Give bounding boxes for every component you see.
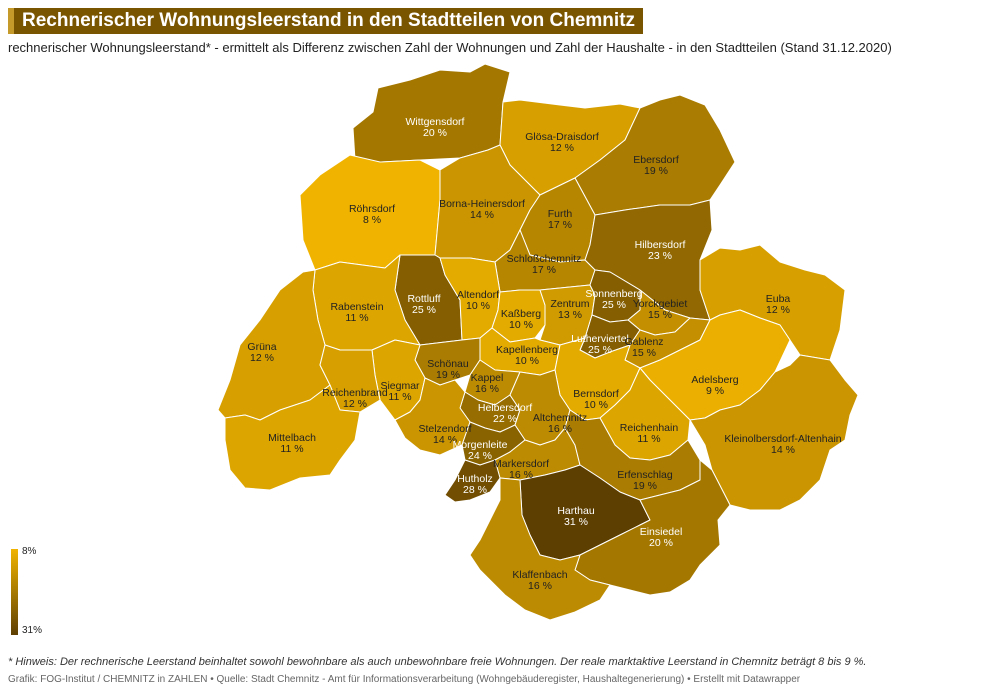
district-label-bernsdorf: Bernsdorf: [573, 388, 619, 400]
district-value-borna-heinersdorf: 14 %: [470, 209, 494, 221]
district-label-hilbersdorf: Hilbersdorf: [635, 239, 686, 251]
district-value-schoenau: 19 %: [436, 369, 460, 381]
district-kassberg[interactable]: [491, 289, 546, 343]
district-label-siegmar: Siegmar: [380, 380, 420, 392]
district-label-helbersdorf: Helbersdorf: [478, 402, 532, 414]
district-label-hutholz: Hutholz: [457, 473, 493, 485]
source-credit: Grafik: FOG-Institut / CHEMNITZ in ZAHLE…: [8, 674, 801, 685]
district-label-sonnenberg: Sonnenberg: [585, 288, 642, 300]
district-value-wittgensdorf: 20 %: [423, 127, 447, 139]
district-value-adelsberg: 9 %: [706, 385, 724, 397]
district-label-einsiedel: Einsiedel: [640, 526, 683, 538]
district-label-morgenleite: Morgenleite: [453, 439, 508, 451]
title-bar: Rechnerischer Wohnungsleerstand in den S…: [8, 8, 644, 34]
district-value-kapellenberg: 10 %: [515, 355, 539, 367]
district-label-furth: Furth: [548, 208, 573, 220]
district-label-lutherviertel: Lutherviertel: [571, 333, 629, 345]
district-value-stelzendorf: 14 %: [433, 434, 457, 446]
district-label-roehrsdorf: Röhrsdorf: [349, 203, 395, 215]
district-value-altchemnitz: 16 %: [548, 423, 572, 435]
district-value-morgenleite: 24 %: [468, 450, 492, 462]
district-label-schlosschemnitz: Schloßchemnitz: [507, 253, 582, 265]
district-label-kapellenberg: Kapellenberg: [496, 344, 558, 356]
district-value-einsiedel: 20 %: [649, 537, 673, 549]
district-label-altendorf: Altendorf: [457, 289, 499, 301]
district-value-sonnenberg: 25 %: [602, 299, 626, 311]
district-klaffenbach[interactable]: [469, 477, 611, 621]
district-label-markersdorf: Markersdorf: [493, 458, 549, 470]
district-wittgensdorf[interactable]: [352, 63, 511, 163]
legend-color-scale: [11, 549, 18, 635]
footnote: * Hinweis: Der rechnerische Leerstand be…: [8, 656, 867, 668]
legend-min-label: 8%: [22, 546, 37, 557]
district-label-adelsberg: Adelsberg: [691, 374, 738, 386]
district-label-erfenschlag: Erfenschlag: [617, 469, 673, 481]
district-label-kappel: Kappel: [471, 372, 504, 384]
district-value-kappel: 16 %: [475, 383, 499, 395]
district-hutholz[interactable]: [444, 459, 501, 503]
legend-max-label: 31%: [22, 625, 43, 636]
district-value-ebersdorf: 19 %: [644, 165, 668, 177]
district-value-markersdorf: 16 %: [509, 469, 533, 481]
district-value-rottluff: 25 %: [412, 304, 436, 316]
district-label-wittgensdorf: Wittgensdorf: [406, 116, 465, 128]
district-label-kleinolbersdorf-altenhain: Kleinolbersdorf-Altenhain: [724, 433, 841, 445]
district-label-rottluff: Rottluff: [407, 293, 440, 305]
district-label-borna-heinersdorf: Borna-Heinersdorf: [439, 198, 525, 210]
district-label-harthau: Harthau: [557, 505, 595, 517]
district-value-gloesa-draisdorf: 12 %: [550, 142, 574, 154]
district-value-gablenz: 15 %: [632, 347, 656, 359]
district-label-yorckgebiet: Yorckgebiet: [633, 298, 688, 310]
district-value-klaffenbach: 16 %: [528, 580, 552, 592]
district-value-euba: 12 %: [766, 304, 790, 316]
district-label-reichenhain: Reichenhain: [620, 422, 679, 434]
district-label-rabenstein: Rabenstein: [330, 301, 383, 313]
district-value-hutholz: 28 %: [463, 484, 487, 496]
page-title: Rechnerischer Wohnungsleerstand in den S…: [22, 10, 636, 31]
district-label-gruena: Grüna: [247, 341, 276, 353]
district-value-mittelbach: 11 %: [280, 443, 303, 455]
district-label-euba: Euba: [766, 293, 791, 305]
district-value-altendorf: 10 %: [466, 300, 490, 312]
district-value-gruena: 12 %: [250, 352, 274, 364]
district-label-schoenau: Schönau: [427, 358, 469, 370]
district-value-harthau: 31 %: [564, 516, 588, 528]
district-value-reichenhain: 11 %: [637, 433, 660, 445]
district-label-mittelbach: Mittelbach: [268, 432, 316, 444]
district-value-schlosschemnitz: 17 %: [532, 264, 556, 276]
district-mittelbach[interactable]: [224, 384, 361, 491]
district-label-reichenbrand: Reichenbrand: [322, 387, 388, 399]
district-value-siegmar: 11 %: [388, 391, 411, 403]
district-value-kleinolbersdorf-altenhain: 14 %: [771, 444, 795, 456]
district-label-gloesa-draisdorf: Glösa-Draisdorf: [525, 131, 599, 143]
district-reichenbrand[interactable]: [319, 344, 381, 413]
district-value-yorckgebiet: 15 %: [648, 309, 672, 321]
district-value-kassberg: 10 %: [509, 319, 533, 331]
district-label-altchemnitz: Altchemnitz: [533, 412, 587, 424]
district-value-zentrum: 13 %: [558, 309, 582, 321]
district-value-erfenschlag: 19 %: [633, 480, 657, 492]
district-label-ebersdorf: Ebersdorf: [633, 154, 679, 166]
district-label-kassberg: Kaßberg: [501, 308, 541, 320]
district-value-reichenbrand: 12 %: [343, 398, 367, 410]
district-value-helbersdorf: 22 %: [493, 413, 517, 425]
subtitle: rechnerischer Wohnungsleerstand* - ermit…: [8, 40, 892, 55]
district-label-zentrum: Zentrum: [550, 298, 589, 310]
district-value-rabenstein: 11 %: [345, 312, 368, 324]
district-label-gablenz: Gablenz: [624, 336, 663, 348]
district-value-furth: 17 %: [548, 219, 572, 231]
district-stelzendorf[interactable]: [394, 377, 471, 456]
district-value-lutherviertel: 25 %: [588, 344, 612, 356]
district-value-roehrsdorf: 8 %: [363, 214, 381, 226]
district-value-bernsdorf: 10 %: [584, 399, 608, 411]
district-kleinolbersdorf-altenhain[interactable]: [689, 354, 859, 511]
district-value-hilbersdorf: 23 %: [648, 250, 672, 262]
district-label-stelzendorf: Stelzendorf: [418, 423, 471, 435]
district-label-klaffenbach: Klaffenbach: [512, 569, 567, 581]
